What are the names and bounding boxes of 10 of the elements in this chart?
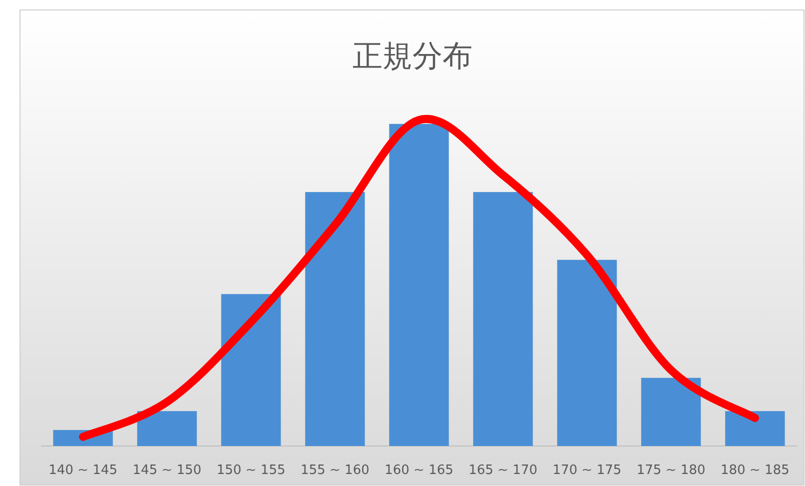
chart-title: 正規分布 bbox=[352, 39, 472, 74]
x-tick-label: 175 ~ 180 bbox=[636, 463, 706, 478]
x-tick-label: 150 ~ 155 bbox=[216, 463, 286, 478]
x-tick-label: 180 ~ 185 bbox=[720, 463, 790, 478]
x-tick-label: 165 ~ 170 bbox=[468, 463, 538, 478]
x-tick-label: 155 ~ 160 bbox=[300, 463, 370, 478]
x-tick-label: 160 ~ 165 bbox=[384, 463, 454, 478]
x-tick-label: 140 ~ 145 bbox=[48, 463, 118, 478]
x-tick-label: 170 ~ 175 bbox=[552, 463, 622, 478]
x-tick-label: 145 ~ 150 bbox=[132, 463, 202, 478]
